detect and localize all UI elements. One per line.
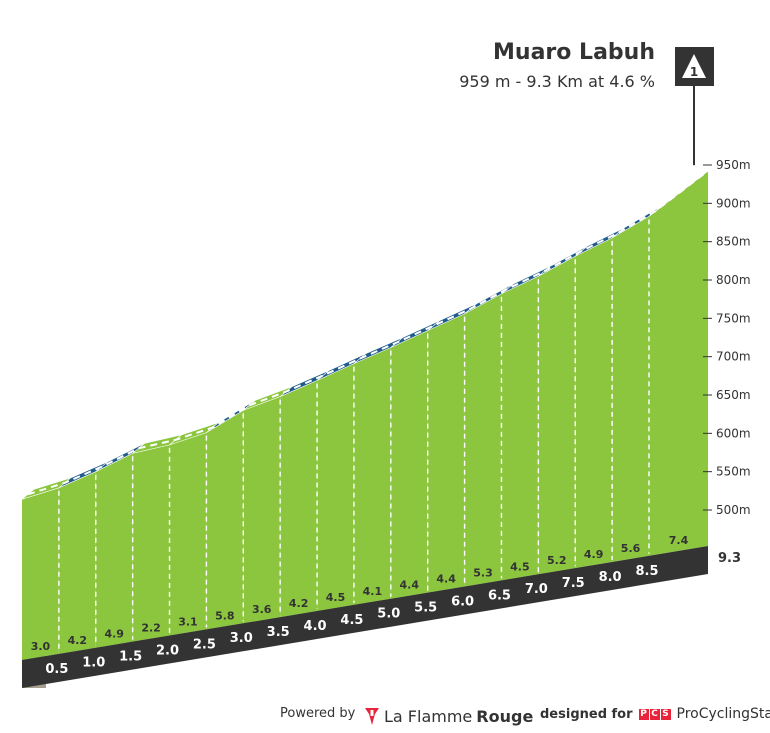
pcs-letter-s: S [660,708,671,720]
finish-km-label: 9.3 [718,551,741,566]
km-marker-label: 0.5 [45,662,68,677]
altitude-tick-label: 900m [716,196,751,210]
altitude-tick-label: 550m [716,465,751,479]
altitude-tick-label: 950m [716,158,751,172]
km-marker-label: 7.0 [525,582,548,597]
altitude-axis: 500m 550m 600m 650m 700m 750m 800m 850m 900m 950m [703,158,751,517]
profile-segment-2 [95,453,133,648]
profile-segment-14 [538,256,576,575]
altitude-tick-label: 500m [716,503,751,517]
km-marker-label: 4.0 [304,619,327,634]
profile-segment-9 [353,347,391,605]
profile-segment-5 [206,410,244,630]
profile-segment-12 [464,293,502,587]
road-strip [22,546,708,688]
pcs-letter-p: P [638,708,649,720]
profile-segment-7 [280,380,318,618]
gradient-label: 4.4 [400,579,420,592]
climb-title: Muaro Labuh [493,40,655,65]
km-marker-label: 8.5 [635,564,658,579]
gradient-label: 3.1 [178,615,198,628]
km-marker-label: 6.5 [488,588,511,603]
gradient-label: 5.2 [547,554,567,567]
km-marker-label: 3.0 [230,631,253,646]
km-marker-label: 3.5 [267,625,290,640]
powered-by-label: Powered by [280,706,356,721]
pcs-name: ProCyclingStats [676,706,770,722]
gradient-label: 4.9 [104,628,124,641]
km-marker-label: 6.0 [451,594,474,609]
gradient-label: 4.1 [363,585,383,598]
category-badge: 1 [675,47,714,166]
mountain-icon [682,54,706,78]
gradient-label: 5.3 [473,566,493,579]
gradient-labels: 3.0 4.2 4.9 2.2 3.1 5.8 3.6 4.2 4.5 4.1 4.4 4.4 5.3 4… [31,534,689,653]
km-marker-label: 1.0 [82,656,105,671]
gradient-label: 2.2 [141,622,161,635]
gradient-label: 4.9 [584,548,604,561]
gradient-label: 5.8 [215,609,235,622]
gradient-label: 4.4 [436,573,456,586]
gradient-label: 4.2 [68,634,88,647]
designed-for-credit[interactable]: designed for P C S ProCyclingStats [540,706,770,722]
profile-segment-11 [427,313,465,593]
flame-icon [365,708,379,725]
climb-subtitle: 959 m - 9.3 Km at 4.6 % [459,72,655,91]
altitude-tick-label: 650m [716,388,751,402]
profile-segment-3 [132,444,170,642]
gradient-label: 7.4 [669,534,689,547]
profile-layer [21,160,721,688]
profile-segment-8 [317,363,354,611]
lfr-name-part1: La Flamme [384,706,473,726]
altitude-tick-label: 750m [716,311,751,325]
category-label: 1 [690,65,698,79]
gradient-label: 4.5 [510,560,530,573]
km-marker-label: 2.5 [193,637,216,652]
gradient-label: 4.2 [289,597,309,610]
gradient-label: 3.6 [252,603,272,616]
designed-for-label: designed for [540,706,633,722]
profile-segment-15 [575,237,613,569]
profile-segment-16 [612,216,649,562]
lfr-name-part2: Rouge [476,706,534,726]
km-marker-label: 2.0 [156,643,179,658]
pcs-logo-icon: P C S [638,708,671,720]
km-marker-label: 7.5 [562,576,585,591]
gradient-label: 5.6 [621,542,641,555]
profile-segment-6 [243,396,281,624]
altitude-tick-label: 850m [716,235,751,249]
profile-segment-10 [390,330,428,599]
km-marker-label: 1.5 [119,650,142,665]
gradient-label: 3.0 [31,640,51,653]
profile-segment-13 [501,276,539,581]
la-flamme-rouge-logo[interactable]: La Flamme Rouge [364,706,533,726]
altitude-tick-label: 800m [716,273,751,287]
profile-segment-1 [58,471,96,654]
pcs-letter-c: C [649,708,660,720]
km-marker-label: 5.5 [414,601,437,616]
profile-segment-4 [169,432,207,636]
km-marker-label: 8.0 [599,570,622,585]
altitude-tick-label: 700m [716,350,751,364]
km-marker-label: 4.5 [340,613,363,628]
profile-segment-17 [648,171,708,556]
km-marker-label: 5.0 [377,607,400,622]
gradient-label: 4.5 [326,591,346,604]
km-markers: 0.5 1.0 1.5 2.0 2.5 3.0 3.5 4.0 4.5 5.0 5.5 6.0 6.5 7… [45,551,741,677]
profile-segment-0 [22,487,59,660]
profile-centre-line [27,165,715,496]
altitude-tick-label: 600m [716,426,751,440]
